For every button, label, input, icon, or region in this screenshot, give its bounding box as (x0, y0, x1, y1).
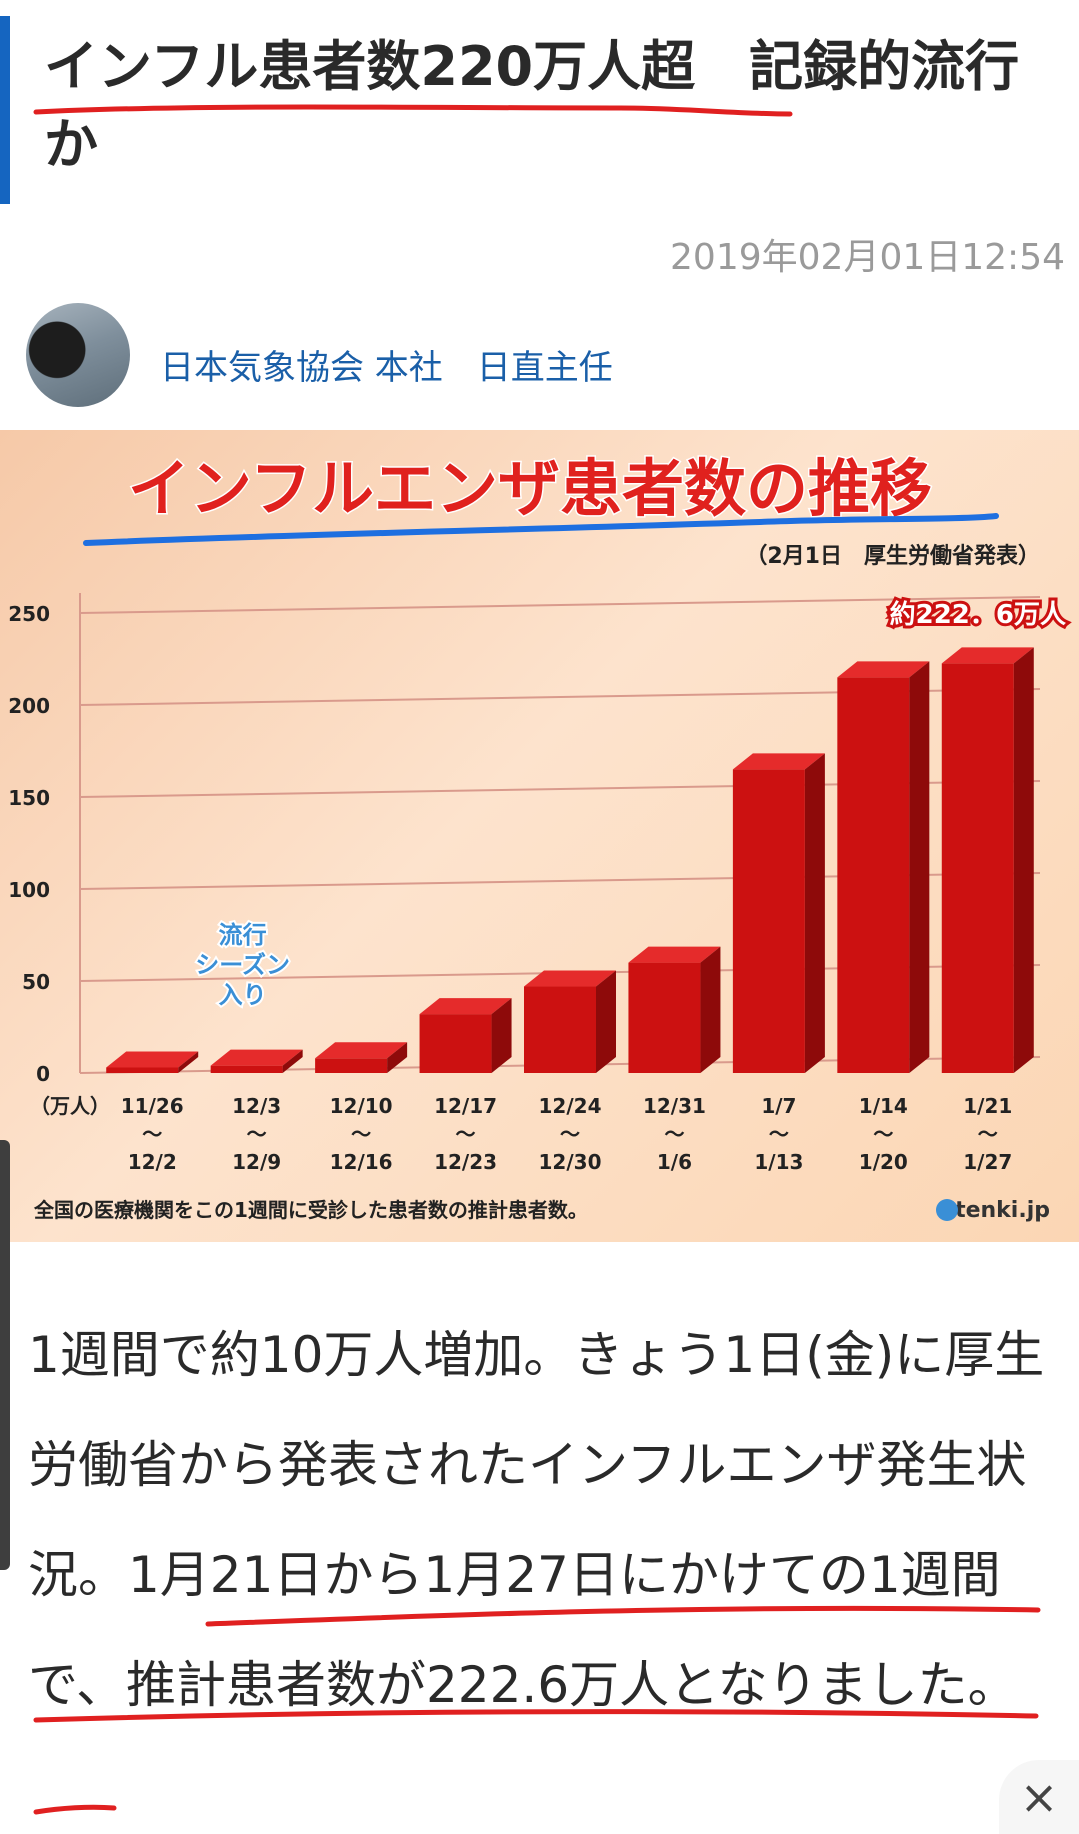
bar-side (596, 970, 616, 1073)
y-tick-label: 100 (8, 878, 50, 902)
x-tick-label: 12/31 (643, 1094, 706, 1118)
x-tick-label: 1/14 (859, 1094, 908, 1118)
season-annotation: 流行 (219, 921, 267, 949)
bar-front (628, 962, 701, 1073)
peak-annotation: 約222．6万人 (890, 599, 1066, 630)
bar (315, 1042, 408, 1073)
bar-side (700, 946, 721, 1073)
x-tick-label: 〜 (142, 1122, 162, 1146)
bar (419, 998, 512, 1073)
x-tick-label: 12/2 (128, 1150, 177, 1174)
close-button[interactable]: × (999, 1760, 1079, 1834)
x-tick-label: 〜 (247, 1122, 267, 1146)
x-tick-label: 〜 (664, 1122, 684, 1146)
article-title: インフル患者数220万人超 記録的流行か (44, 35, 1020, 176)
influenza-chart: 0 50 100 150 200 250 （万人） 11/26 〜 12/2 12/3 〜 12/9 12… (0, 430, 1079, 1242)
x-tick-label: 12/3 (232, 1094, 281, 1118)
unit-label: （万人） (30, 1094, 110, 1118)
bar-side (804, 753, 825, 1073)
x-tick-label: 〜 (978, 1122, 998, 1146)
chart-svg: 0 50 100 150 200 250 （万人） 11/26 〜 12/2 12/3 〜 12/9 12… (8, 451, 1069, 1224)
x-tick-label: 12/10 (330, 1094, 393, 1118)
bar-side (282, 1049, 303, 1073)
chart-title: インフルエンザ患者数の推移 (128, 452, 932, 525)
publish-timestamp: 2019年02月01日12:54 (670, 237, 1065, 278)
bar (732, 753, 825, 1073)
bar-top (628, 946, 721, 963)
bar-front (419, 1014, 492, 1073)
y-tick-label: 250 (8, 602, 50, 626)
bar-side (1013, 647, 1034, 1073)
tenki-logo-icon (936, 1199, 958, 1221)
bar-side (491, 998, 512, 1073)
article-body: 1週間で約10万人増加。きょう1日(金)に厚生労働省から発表されたインフルエンザ… (28, 1326, 1045, 1714)
x-tick-label: 12/23 (434, 1150, 497, 1174)
bar-top (419, 998, 512, 1015)
x-tick-label: 12/24 (539, 1094, 602, 1118)
gridline (79, 596, 1041, 614)
x-tick-label: 12/16 (330, 1150, 393, 1174)
bar-side (909, 661, 930, 1073)
bar-front (315, 1058, 388, 1073)
title-accent-bar (0, 16, 10, 204)
bar-top (837, 661, 930, 678)
author-link[interactable]: 日本気象協会 本社 日直主任 (160, 348, 613, 388)
y-tick-label: 200 (8, 694, 50, 718)
bar-top (315, 1042, 408, 1059)
y-tick-label: 150 (8, 786, 50, 810)
x-tick-label: 11/26 (121, 1094, 184, 1118)
x-tick-label: 1/27 (963, 1150, 1012, 1174)
x-tick-label: 〜 (456, 1122, 476, 1146)
y-tick-label: 0 (36, 1062, 50, 1086)
x-tick-label: 1/21 (963, 1094, 1012, 1118)
bar-front (732, 769, 805, 1073)
x-tick-label: 〜 (560, 1122, 580, 1146)
chart-footnote: 全国の医療機関をこの1週間に受診した患者数の推計患者数。 (33, 1198, 588, 1222)
x-tick-label: 〜 (769, 1122, 789, 1146)
x-tick-label: 1/13 (754, 1150, 803, 1174)
x-tick-label: 1/7 (761, 1094, 796, 1118)
bar (941, 647, 1034, 1073)
chart-source: tenki.jp (955, 1198, 1050, 1223)
close-icon: × (1019, 1770, 1059, 1824)
bar (106, 1051, 199, 1073)
season-annotation: 入り (219, 981, 267, 1009)
bar-front (941, 663, 1014, 1073)
bar-top (524, 970, 616, 987)
author-avatar[interactable] (26, 303, 130, 407)
x-tick-label: 1/20 (859, 1150, 908, 1174)
scrollbar-handle[interactable] (0, 1140, 10, 1570)
bar-front (210, 1065, 283, 1073)
bar-front (106, 1067, 179, 1073)
season-annotation: シーズン (195, 951, 290, 979)
x-tick-label: 12/17 (434, 1094, 497, 1118)
x-tick-label: 1/6 (657, 1150, 692, 1174)
bar-top (106, 1051, 199, 1068)
bar-front (837, 677, 910, 1073)
x-tick-label: 〜 (351, 1122, 371, 1146)
x-tick-label: 12/9 (232, 1150, 281, 1174)
y-tick-label: 50 (22, 970, 50, 994)
bar (524, 970, 616, 1073)
red-underline-body-3 (33, 1804, 117, 1815)
bar-front (524, 986, 596, 1073)
bar-top (941, 647, 1034, 664)
x-tick-label: 〜 (873, 1122, 893, 1146)
x-tick-label: 12/30 (539, 1150, 602, 1174)
bar-top (732, 753, 825, 770)
bar-side (387, 1042, 408, 1073)
bar (210, 1049, 303, 1073)
bar-top (210, 1049, 303, 1066)
bar-side (178, 1051, 199, 1073)
bar (628, 946, 721, 1073)
chart-subtitle: （2月1日 厚生労働省発表） (745, 543, 1040, 569)
bar (837, 661, 930, 1073)
